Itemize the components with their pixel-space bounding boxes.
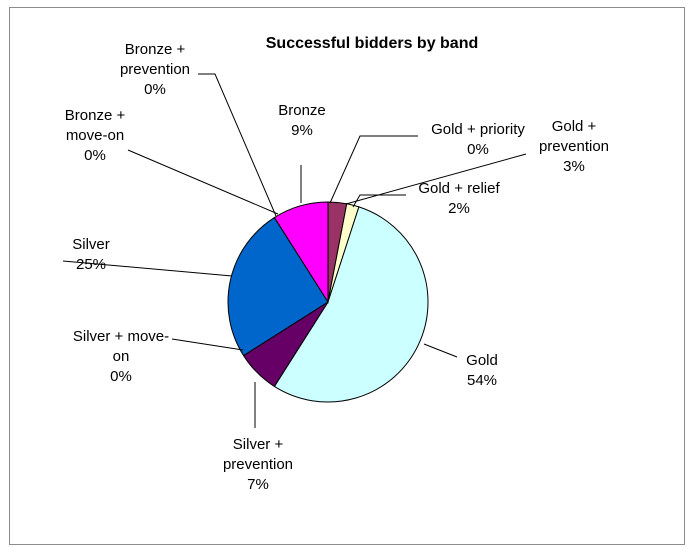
slice-label: Gold + relief 2%: [418, 180, 500, 217]
slice-label: Bronze 9%: [278, 102, 326, 139]
leader-line: [198, 73, 277, 217]
leader-line: [352, 194, 406, 208]
chart-title: Successful bidders by band: [266, 35, 479, 52]
pie-slice: [273, 201, 329, 304]
pie-slice: [273, 206, 429, 403]
pie-slices: [227, 201, 429, 403]
leader-line: [423, 343, 458, 358]
slice-labels: Gold + priority 0% Gold + prevention 3% Gold …: [65, 41, 609, 493]
slice-label: Silver + move-on 0%: [73, 328, 169, 385]
slice-label: Bronze + prevention 0%: [120, 41, 190, 98]
leader-lines: [62, 73, 527, 428]
slice-label: Bronze + move-on 0%: [65, 107, 126, 164]
leader-line: [171, 338, 244, 351]
slice-label: Silver + prevention 7%: [223, 436, 293, 493]
pie-slice: [227, 216, 329, 357]
leader-line: [127, 149, 279, 215]
leader-line: [329, 135, 418, 204]
slice-label: Gold 54%: [466, 352, 498, 389]
slice-label: Gold + prevention 3%: [539, 118, 609, 175]
leader-line: [345, 153, 527, 205]
slice-label: Silver 25%: [72, 236, 110, 273]
leader-line: [62, 260, 233, 277]
slice-label: Gold + priority 0%: [431, 121, 525, 158]
